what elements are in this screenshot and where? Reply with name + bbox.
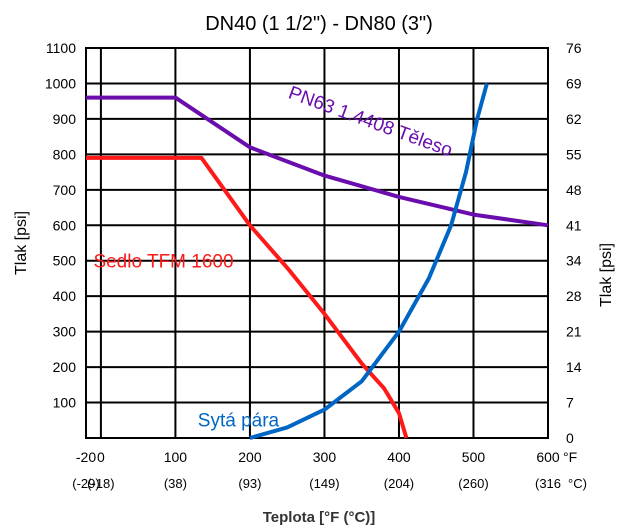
- y-right-tick-label: 41: [566, 217, 582, 233]
- x-tick-label: 0: [97, 449, 105, 465]
- y-left-tick-label: 700: [53, 182, 77, 198]
- y-right-tick-label: 34: [566, 253, 582, 269]
- x-tick-label-celsius: (149): [309, 476, 339, 491]
- y-right-tick-label: 0: [566, 430, 574, 446]
- y-right-tick-label: 21: [566, 324, 582, 340]
- x-unit-f: °F: [563, 449, 577, 465]
- y-left-tick-labels: 100 200 300 400 500 600 700 800 900 1000 1100: [45, 40, 76, 411]
- y-left-tick-label: 500: [53, 253, 77, 269]
- y-right-tick-label: 14: [566, 359, 582, 375]
- y-right-tick-labels: 0 7 14 21 28 34 41 48 55 62 69 76: [566, 40, 582, 446]
- y-axis-left-title: Tlak [psi]: [13, 211, 30, 275]
- y-right-tick-label: 69: [566, 75, 582, 91]
- series-line-2: [249, 82, 489, 440]
- y-axis-right-title: Tlak [psi]: [598, 243, 615, 307]
- plot-frame: [85, 47, 549, 439]
- x-tick-label-celsius: (-29): [72, 476, 99, 491]
- grid: [85, 47, 549, 439]
- y-right-tick-label: 7: [566, 395, 574, 411]
- x-tick-label: 100: [164, 449, 188, 465]
- x-tick-label-celsius: (316: [535, 476, 561, 491]
- x-tick-label: 200: [238, 449, 262, 465]
- x-tick-label-celsius: (260): [458, 476, 488, 491]
- y-right-tick-label: 62: [566, 111, 582, 127]
- x-tick-label: 500: [462, 449, 486, 465]
- y-left-tick-label: 400: [53, 288, 77, 304]
- x-unit-c: °C): [568, 476, 587, 491]
- y-left-tick-label: 100: [53, 395, 77, 411]
- x-axis-title: Teplota [°F (°C)]: [263, 509, 376, 526]
- y-left-tick-label: 800: [53, 146, 77, 162]
- series-label-steam: Sytá pára: [198, 410, 280, 431]
- y-right-tick-label: 28: [566, 288, 582, 304]
- y-right-tick-label: 76: [566, 40, 582, 56]
- y-left-tick-label: 600: [53, 217, 77, 233]
- y-left-tick-label: 300: [53, 324, 77, 340]
- y-right-tick-label: 55: [566, 146, 582, 162]
- y-left-tick-label: 900: [53, 111, 77, 127]
- x-tick-label-celsius: (-18): [87, 476, 114, 491]
- x-tick-label-celsius: (93): [238, 476, 261, 491]
- x-tick-label: 300: [313, 449, 337, 465]
- x-tick-label: 400: [387, 449, 411, 465]
- series-label-body: PN63 1.4408 Těleso: [285, 83, 455, 162]
- y-right-tick-label: 48: [566, 182, 582, 198]
- series-line-0: [86, 95, 549, 228]
- series-label-seat: Sedlo TFM 1600: [93, 252, 233, 273]
- x-tick-labels: -20 (-29) 0 (-18) 100 (38) 200 (93) 300 (149) 400 (…: [72, 449, 587, 491]
- x-tick-label-celsius: (204): [384, 476, 414, 491]
- series-line-1: [86, 155, 409, 439]
- x-tick-label-celsius: (38): [164, 476, 187, 491]
- chart-title: DN40 (1 1/2") - DN80 (3"): [205, 13, 433, 35]
- y-left-tick-label: 200: [53, 359, 77, 375]
- y-left-tick-label: 1000: [45, 75, 76, 91]
- x-tick-label: -20: [76, 449, 96, 465]
- y-left-tick-label: 1100: [46, 40, 76, 56]
- x-tick-label: 600: [536, 449, 560, 465]
